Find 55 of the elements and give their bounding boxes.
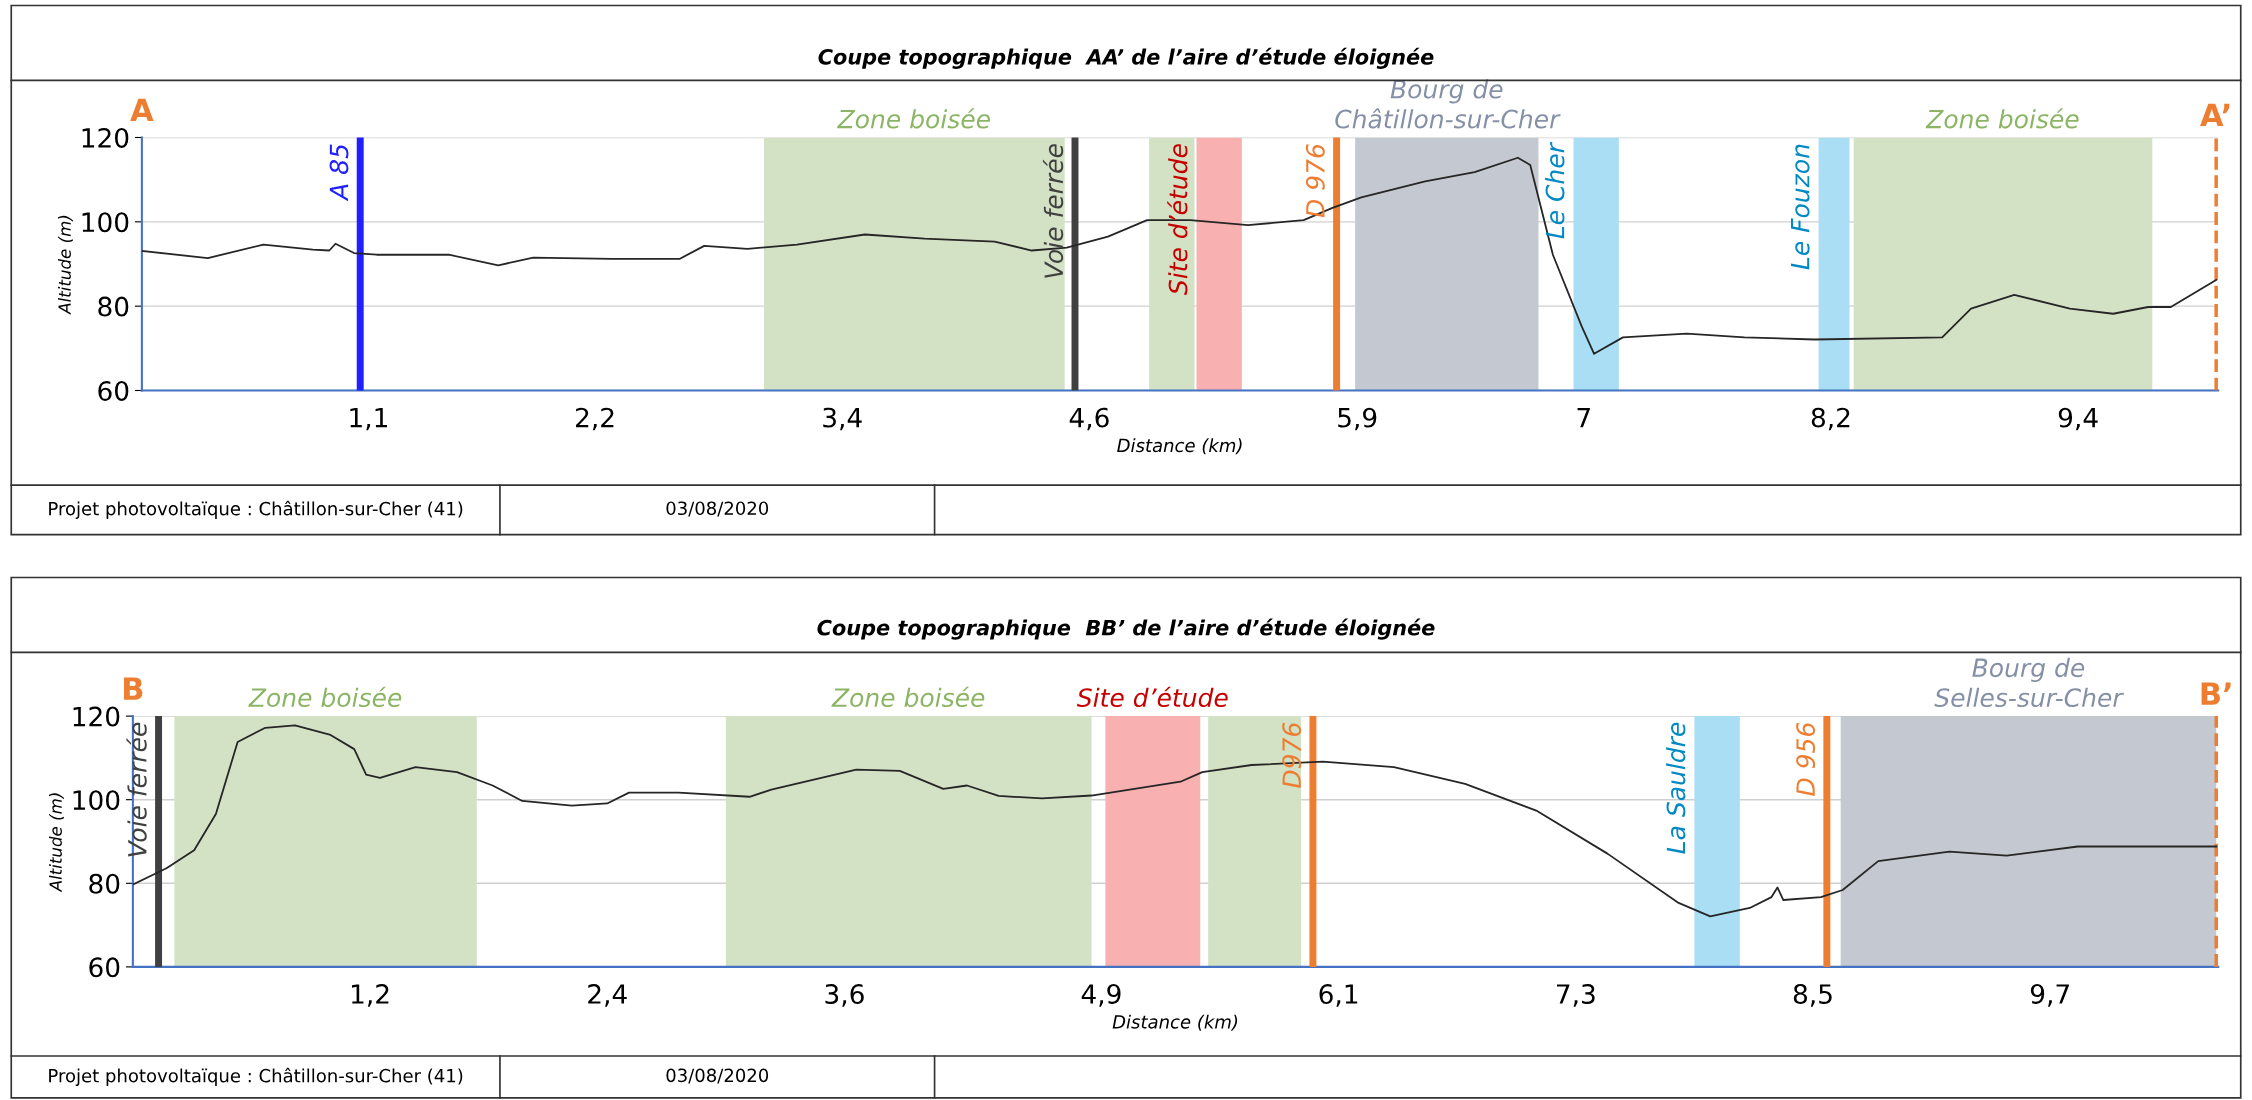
x-tick-label: 6,1 bbox=[1319, 984, 1358, 1007]
band-label: Site d’étude bbox=[1167, 144, 1188, 295]
ref-line-label: B’ bbox=[2201, 682, 2231, 705]
band-label: Site d’étude bbox=[1076, 686, 1228, 708]
text: 03/08/2020 bbox=[666, 1068, 769, 1084]
text: 03/08/2020 bbox=[666, 501, 769, 517]
text: A bbox=[130, 98, 154, 122]
y-tick-label: 120 bbox=[73, 706, 120, 727]
x-tick-label: 3,6 bbox=[825, 984, 864, 1007]
text: Projet photovoltaïque : Châtillon-sur-Cher (41) bbox=[49, 500, 463, 519]
ref-line-label: A’ bbox=[2200, 103, 2230, 127]
text: Projet photovoltaïque : Châtillon-sur-Cher (41) bbox=[49, 1067, 463, 1086]
x-tick-label: 4,9 bbox=[1081, 984, 1121, 1007]
band-label: Zone boisée bbox=[248, 686, 402, 708]
text: B bbox=[124, 677, 143, 700]
y-tick-label: 100 bbox=[82, 212, 129, 233]
band-label: Le Cher bbox=[1545, 141, 1565, 239]
x-tick-label: 4,6 bbox=[1069, 407, 1109, 431]
band-label: Bourg de Selles-sur-Cher bbox=[1934, 657, 2124, 708]
ref-line-label: Voie ferrée bbox=[126, 722, 147, 857]
x-tick-label: 8,5 bbox=[1793, 984, 1832, 1007]
band-label: Bourg de Châtillon-sur-Cher bbox=[1335, 79, 1561, 129]
chart-title: Coupe topographique BB’ de l’aire d’étude éloignée bbox=[817, 618, 1435, 640]
x-tick-label: 7 bbox=[1577, 407, 1590, 428]
y-tick-label: 60 bbox=[98, 380, 129, 401]
y-tick-label: 100 bbox=[73, 790, 120, 811]
x-tick-label: 1,2 bbox=[351, 984, 389, 1007]
y-tick-label: 60 bbox=[89, 957, 120, 978]
x-tick-label: 9,4 bbox=[2058, 407, 2098, 431]
y-axis-title: Altitude (m) bbox=[58, 215, 73, 315]
x-tick-label: 7,3 bbox=[1556, 984, 1595, 1007]
band-label: Zone boisée bbox=[831, 686, 985, 708]
ref-line-label: A 85 bbox=[329, 144, 349, 202]
band-label: Le Fouzon bbox=[1791, 144, 1810, 270]
ref-line-label: D 956 bbox=[1796, 722, 1816, 796]
y-tick-label: 80 bbox=[89, 873, 120, 894]
ref-line-label: Voie ferrée bbox=[1042, 144, 1064, 278]
band-label: La Sauldre bbox=[1666, 722, 1686, 854]
x-tick-label: 3,4 bbox=[823, 407, 862, 431]
x-tick-label: 1,1 bbox=[350, 407, 388, 431]
x-axis-title: Distance (km) bbox=[1112, 1014, 1238, 1031]
chart-title: Coupe topographique AA’ de l’aire d’étude éloignée bbox=[818, 47, 1434, 69]
band-label: Zone boisée bbox=[837, 108, 990, 129]
x-tick-label: 8,2 bbox=[1811, 407, 1850, 431]
x-tick-label: 2,4 bbox=[588, 984, 627, 1007]
y-tick-label: 80 bbox=[98, 296, 129, 317]
y-tick-label: 120 bbox=[82, 127, 129, 148]
x-tick-label: 9,7 bbox=[2030, 984, 2069, 1007]
ref-line-label: D976 bbox=[1282, 722, 1302, 788]
x-tick-label: 2,2 bbox=[576, 407, 614, 431]
x-tick-label: 5,9 bbox=[1338, 407, 1377, 431]
ref-line-label: D 976 bbox=[1305, 144, 1325, 218]
y-axis-title: Altitude (m) bbox=[49, 793, 64, 893]
band-label: Zone boisée bbox=[1925, 108, 2079, 129]
x-axis-title: Distance (km) bbox=[1117, 438, 1242, 455]
